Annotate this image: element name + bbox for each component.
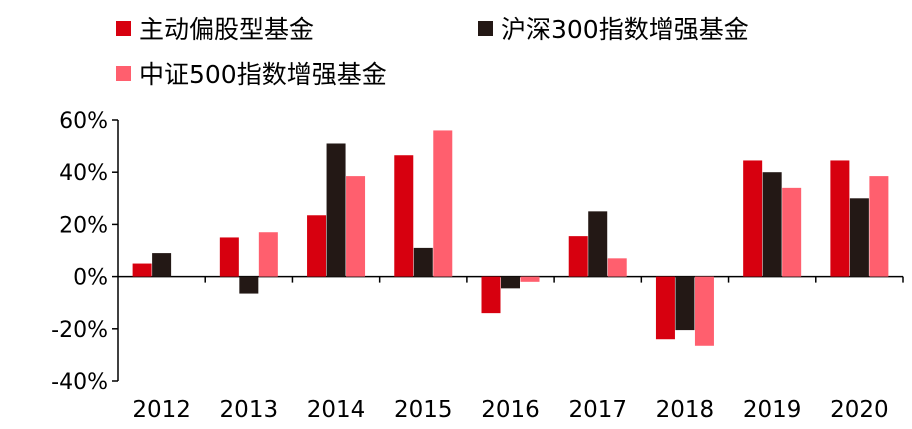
legend-swatch-series-2 [478, 20, 493, 36]
y-tick-label: -20% [51, 318, 108, 343]
bar-3 [607, 258, 627, 277]
legend-label-series-1: 主动偏股型基金 [139, 15, 315, 44]
x-tick-label: 2020 [830, 397, 889, 423]
legend-item-series-2: 沪深300指数增强基金 [478, 10, 749, 46]
x-tick-label: 2015 [394, 397, 453, 423]
y-tick-label: 20% [59, 213, 108, 238]
bar-1 [132, 263, 152, 277]
bar-1 [394, 155, 414, 277]
x-tick-label: 2013 [220, 397, 279, 423]
bar-3 [433, 130, 453, 277]
bar-1 [219, 237, 239, 277]
bar-3 [258, 232, 278, 277]
x-tick-label: 2019 [743, 397, 802, 423]
bar-2 [588, 211, 608, 277]
bar-2 [675, 276, 695, 331]
bar-3 [782, 187, 802, 277]
legend-label-series-3: 中证500指数增强基金 [139, 60, 387, 89]
x-tick-label: 2017 [568, 397, 627, 423]
bar-3 [520, 276, 540, 282]
bar-2 [501, 276, 520, 289]
y-tick-label: 0% [73, 266, 108, 291]
legend-item-series-3: 中证500指数增强基金 [116, 55, 387, 91]
bar-2 [326, 143, 346, 277]
x-tick-label: 2018 [656, 397, 715, 423]
legend-swatch-series-3 [116, 65, 131, 81]
legend-swatch-series-1 [116, 20, 131, 36]
legend-label-series-2: 沪深300指数增强基金 [501, 15, 749, 44]
y-tick-label: -40% [51, 370, 108, 395]
bar-3 [694, 276, 714, 346]
bar-1 [568, 236, 588, 277]
bar-3 [869, 176, 889, 277]
legend-item-series-1: 主动偏股型基金 [116, 10, 314, 46]
x-tick-label: 2014 [307, 397, 366, 423]
bar-1 [481, 276, 501, 314]
bar-1 [830, 160, 850, 277]
y-tick-label: 60% [59, 109, 108, 134]
x-tick-label: 2012 [132, 397, 191, 423]
x-tick-label: 2016 [481, 397, 540, 423]
bar-2 [152, 253, 172, 277]
y-tick-label: 40% [59, 161, 108, 186]
bar-1 [743, 160, 763, 277]
bar-2 [413, 247, 433, 277]
bar-1 [307, 215, 327, 277]
bar-2 [239, 276, 259, 294]
bar-2 [849, 198, 869, 277]
bar-2 [762, 172, 782, 277]
bar-3 [346, 176, 366, 277]
bar-1 [655, 276, 675, 340]
